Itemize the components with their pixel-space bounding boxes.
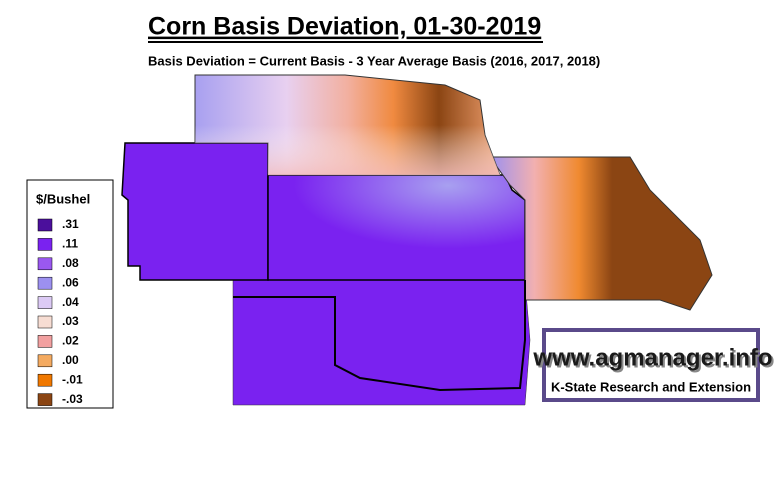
legend-box xyxy=(26,179,114,409)
logo-url: www.agmanager.info xyxy=(532,344,772,371)
state-missouri xyxy=(489,156,713,311)
logo-tagline: K-State Research and Extension xyxy=(551,379,751,394)
legend-swatch xyxy=(37,238,53,251)
legend-swatch xyxy=(37,276,53,290)
legend-label: .02 xyxy=(62,334,79,348)
map-regions xyxy=(121,74,713,406)
oklahoma-border xyxy=(233,280,526,392)
legend-swatch xyxy=(37,296,53,309)
legend-title: $/Bushel xyxy=(36,191,90,206)
legend-swatch xyxy=(37,218,53,232)
legend-swatch xyxy=(37,257,53,271)
state-nebraska-shade xyxy=(195,75,500,175)
legend-label: .00 xyxy=(62,353,79,367)
state-oklahoma xyxy=(232,279,531,406)
logo-box xyxy=(542,328,760,402)
legend-label: .03 xyxy=(62,314,79,328)
legend-label: -.03 xyxy=(62,392,83,406)
legend-items: .31 .11 .08 .06 .04 .03 .02 .00 -.01 -.03 xyxy=(37,217,83,406)
legend-label: .11 xyxy=(62,237,78,251)
legend-swatch xyxy=(37,335,53,348)
state-colorado xyxy=(121,142,269,281)
logo-url-shadow: www.agmanager.info xyxy=(534,346,774,373)
legend-label: -.01 xyxy=(62,372,83,386)
legend-label: .04 xyxy=(62,295,79,309)
legend-label: .31 xyxy=(62,217,79,231)
legend-label: .06 xyxy=(62,275,79,289)
legend-swatch xyxy=(37,354,53,368)
state-kansas xyxy=(267,174,526,281)
legend-swatch xyxy=(37,315,53,329)
subtitle: Basis Deviation = Current Basis - 3 Year… xyxy=(148,53,600,68)
legend-swatch xyxy=(37,373,53,387)
legend-label: .08 xyxy=(62,256,79,270)
legend-swatch xyxy=(37,393,53,406)
title: Corn Basis Deviation, 01-30-2019 xyxy=(148,13,541,41)
